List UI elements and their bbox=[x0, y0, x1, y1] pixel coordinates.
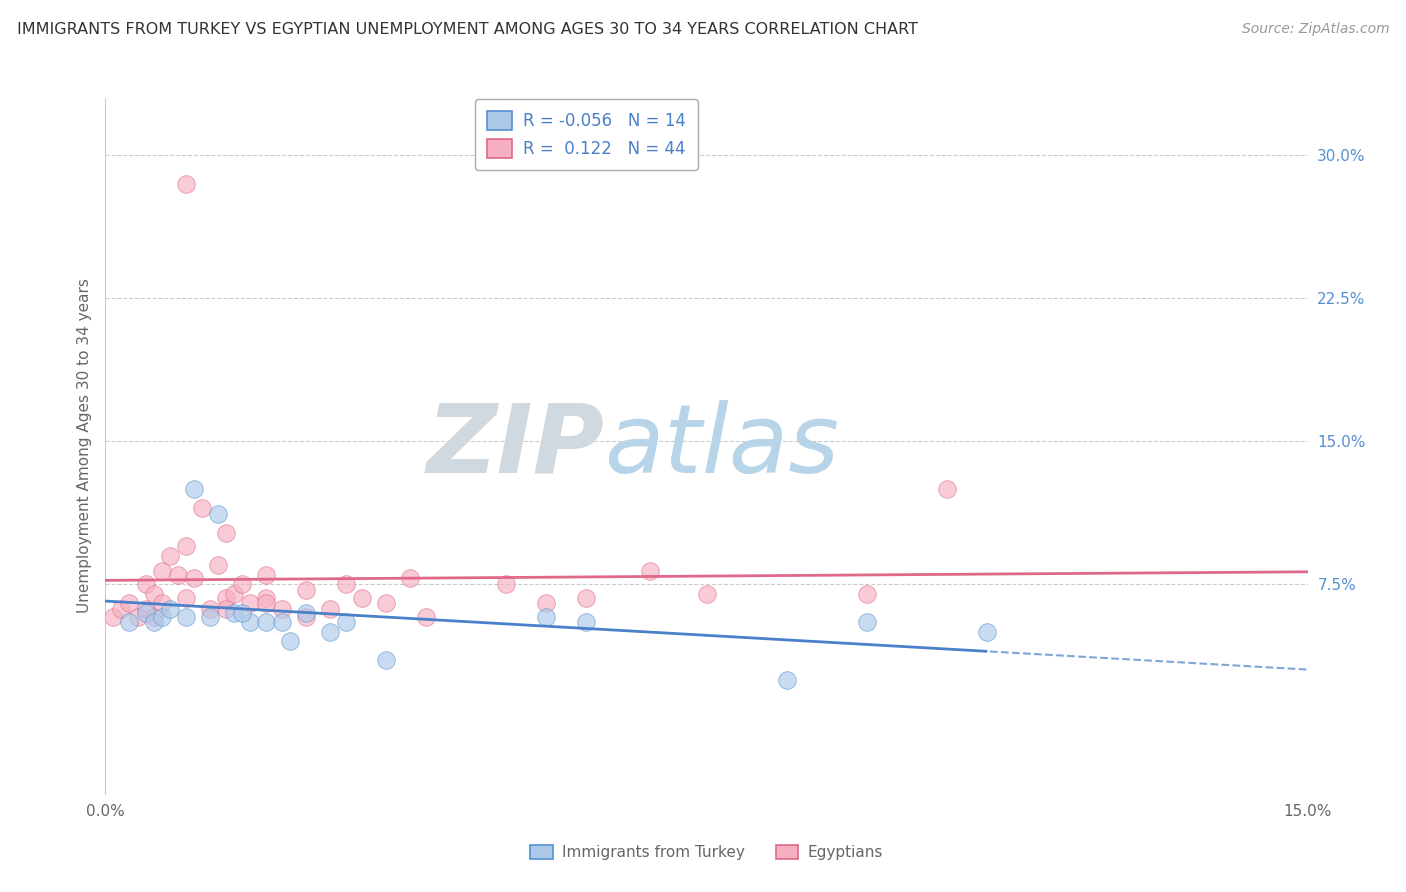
Point bbox=[350, 591, 373, 605]
Point bbox=[335, 577, 357, 591]
Point bbox=[198, 609, 221, 624]
Point bbox=[254, 596, 277, 610]
Point bbox=[936, 482, 959, 496]
Point bbox=[174, 539, 197, 553]
Point bbox=[319, 602, 342, 616]
Point bbox=[207, 507, 229, 521]
Point bbox=[254, 591, 277, 605]
Point bbox=[855, 587, 877, 601]
Point bbox=[295, 606, 318, 620]
Point bbox=[198, 602, 221, 616]
Point bbox=[159, 602, 181, 616]
Point bbox=[150, 564, 173, 578]
Point bbox=[127, 609, 149, 624]
Point bbox=[135, 606, 157, 620]
Point bbox=[295, 582, 318, 597]
Point bbox=[174, 609, 197, 624]
Point bbox=[278, 634, 301, 648]
Point bbox=[214, 525, 236, 540]
Point bbox=[214, 591, 236, 605]
Text: IMMIGRANTS FROM TURKEY VS EGYPTIAN UNEMPLOYMENT AMONG AGES 30 TO 34 YEARS CORREL: IMMIGRANTS FROM TURKEY VS EGYPTIAN UNEMP… bbox=[17, 22, 918, 37]
Point bbox=[118, 596, 141, 610]
Point bbox=[118, 615, 141, 630]
Point bbox=[190, 500, 212, 515]
Point bbox=[166, 567, 188, 582]
Point bbox=[696, 587, 718, 601]
Point bbox=[976, 624, 998, 639]
Point bbox=[110, 602, 132, 616]
Point bbox=[150, 596, 173, 610]
Point bbox=[415, 609, 437, 624]
Point bbox=[142, 609, 165, 624]
Point bbox=[270, 602, 292, 616]
Point bbox=[319, 624, 342, 639]
Point bbox=[335, 615, 357, 630]
Text: Source: ZipAtlas.com: Source: ZipAtlas.com bbox=[1241, 22, 1389, 37]
Point bbox=[270, 615, 292, 630]
Point bbox=[776, 673, 799, 687]
Point bbox=[575, 591, 598, 605]
Legend: Immigrants from Turkey, Egyptians: Immigrants from Turkey, Egyptians bbox=[524, 839, 889, 866]
Point bbox=[495, 577, 517, 591]
Text: atlas: atlas bbox=[605, 400, 839, 492]
Point bbox=[183, 482, 205, 496]
Point bbox=[174, 591, 197, 605]
Point bbox=[575, 615, 598, 630]
Point bbox=[239, 596, 262, 610]
Point bbox=[135, 602, 157, 616]
Point bbox=[534, 596, 557, 610]
Point bbox=[231, 606, 253, 620]
Point bbox=[254, 615, 277, 630]
Point bbox=[174, 177, 197, 191]
Point bbox=[207, 558, 229, 573]
Point bbox=[222, 606, 245, 620]
Point bbox=[640, 564, 662, 578]
Point bbox=[231, 577, 253, 591]
Point bbox=[239, 615, 262, 630]
Y-axis label: Unemployment Among Ages 30 to 34 years: Unemployment Among Ages 30 to 34 years bbox=[76, 278, 91, 614]
Point bbox=[855, 615, 877, 630]
Point bbox=[214, 602, 236, 616]
Point bbox=[254, 567, 277, 582]
Point bbox=[374, 653, 398, 667]
Point bbox=[135, 577, 157, 591]
Point bbox=[142, 615, 165, 630]
Point bbox=[142, 587, 165, 601]
Point bbox=[399, 572, 422, 586]
Point bbox=[295, 609, 318, 624]
Point bbox=[222, 587, 245, 601]
Point bbox=[374, 596, 398, 610]
Point bbox=[183, 572, 205, 586]
Point bbox=[103, 609, 125, 624]
Text: ZIP: ZIP bbox=[426, 400, 605, 492]
Point bbox=[159, 549, 181, 563]
Point bbox=[150, 609, 173, 624]
Point bbox=[534, 609, 557, 624]
